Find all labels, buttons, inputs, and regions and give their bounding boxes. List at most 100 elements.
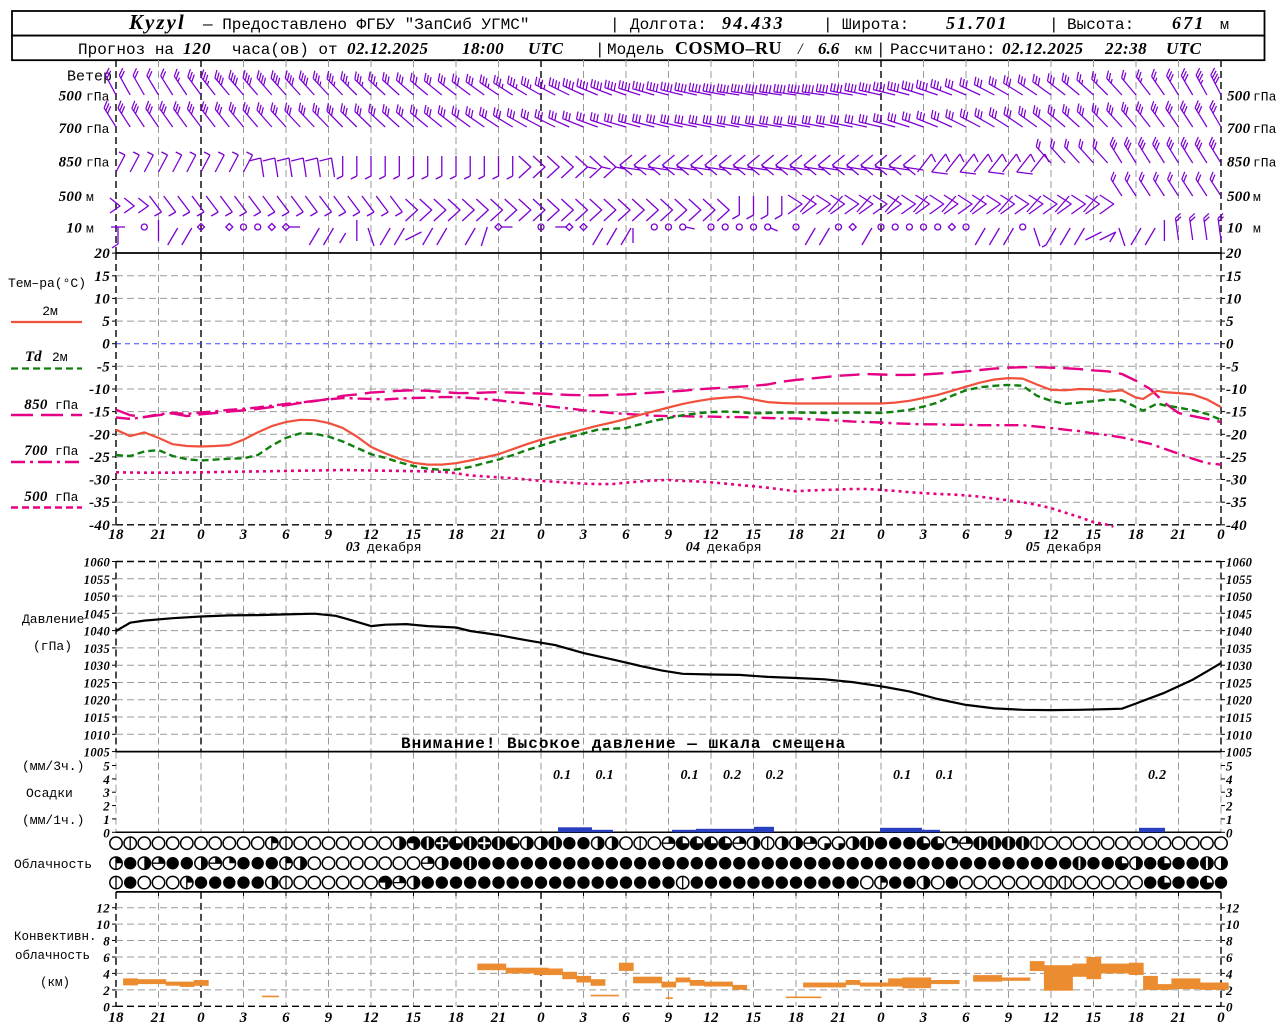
svg-text:500: 500 [59,89,83,105]
svg-text:21: 21 [150,527,167,543]
svg-text:0: 0 [537,1010,545,1024]
svg-text:гПа: гПа [86,122,110,137]
svg-text:— Предоставлено ФГБУ "ЗапСиб У: — Предоставлено ФГБУ "ЗапСиб УГМС" [202,16,529,34]
svg-text:5: 5 [1226,759,1233,774]
svg-text:18: 18 [448,1010,464,1024]
svg-text:9: 9 [325,1010,333,1024]
svg-text:1040: 1040 [84,625,111,639]
svg-text:1025: 1025 [1226,677,1252,691]
svg-text:0.1: 0.1 [595,768,613,783]
svg-text:1060: 1060 [1226,556,1253,570]
svg-text:15: 15 [406,1010,422,1024]
svg-text:0: 0 [877,1010,885,1024]
svg-text:1025: 1025 [84,677,110,691]
svg-text:21: 21 [490,527,507,543]
svg-text:0: 0 [1217,527,1225,543]
svg-text:8: 8 [1226,934,1233,949]
svg-text:Kyzyl: Kyzyl [128,10,186,34]
svg-text:10: 10 [96,917,110,932]
svg-text:гПа: гПа [86,90,110,105]
svg-text:6: 6 [282,527,290,543]
svg-text:8: 8 [103,934,110,949]
svg-text:15: 15 [94,269,110,285]
svg-text:6: 6 [282,1010,290,1024]
svg-text:3: 3 [579,527,588,543]
svg-text:-35: -35 [89,495,110,511]
svg-text:18: 18 [448,527,464,543]
svg-text:700: 700 [24,443,48,459]
svg-text:-10: -10 [1226,382,1247,398]
svg-text:10: 10 [66,221,82,237]
svg-text:0: 0 [103,825,110,840]
svg-text:декабря: декабря [707,540,762,555]
svg-text:850: 850 [24,397,48,413]
svg-text:850: 850 [59,155,83,171]
svg-text:гПа: гПа [1253,122,1277,137]
svg-text:Прогноз на: Прогноз на [78,41,174,59]
svg-text:2: 2 [102,799,110,814]
svg-text:1005: 1005 [84,746,110,760]
svg-text:1050: 1050 [84,590,111,604]
svg-text:9: 9 [665,1010,673,1024]
svg-text:05: 05 [1026,540,1041,555]
svg-text:15: 15 [406,527,422,543]
svg-text:21: 21 [150,1010,167,1024]
svg-text:12: 12 [703,527,719,543]
svg-text:гПа: гПа [1253,156,1277,171]
svg-text:12: 12 [363,527,379,543]
svg-text:Рассчитано:: Рассчитано: [890,41,996,59]
svg-text:0: 0 [537,527,545,543]
svg-text:Осадки: Осадки [26,786,73,801]
svg-text:Облачность: Облачность [14,857,92,872]
svg-text:Внимание! Высокое давление — ш: Внимание! Высокое давление — шкала смеще… [401,735,846,753]
svg-text:UTC: UTC [528,39,564,58]
svg-text:Тем–ра(°C): Тем–ра(°C) [8,276,86,291]
svg-text:3: 3 [239,1010,248,1024]
svg-text:700: 700 [59,121,83,137]
svg-text:0.2: 0.2 [765,768,783,783]
svg-text:Модель: Модель [607,41,665,59]
svg-text:4: 4 [102,772,110,787]
svg-text:21: 21 [830,1010,847,1024]
svg-text:гПа: гПа [1253,90,1277,105]
svg-text:6: 6 [103,950,110,965]
svg-text:1035: 1035 [1226,642,1252,656]
svg-text:/: / [797,41,804,58]
svg-text:1040: 1040 [1226,625,1253,639]
svg-text:-10: -10 [89,382,110,398]
svg-text:км: км [854,42,872,59]
svg-text:12: 12 [703,1010,719,1024]
svg-text:2м: 2м [52,350,68,365]
svg-text:15: 15 [1226,269,1242,285]
svg-text:гПа: гПа [86,156,110,171]
svg-text:21: 21 [830,527,847,543]
svg-text:18: 18 [108,527,124,543]
svg-text:0: 0 [877,527,885,543]
svg-text:Ветер: Ветер [67,69,112,86]
svg-text:500: 500 [24,489,48,505]
svg-text:9: 9 [1005,1010,1013,1024]
svg-text:51.701: 51.701 [946,13,1009,33]
svg-text:м: м [1253,190,1261,205]
svg-text:4: 4 [1225,966,1233,981]
svg-text:1: 1 [1226,812,1233,827]
svg-text:1045: 1045 [84,607,110,621]
svg-text:1055: 1055 [84,573,110,587]
svg-text:9: 9 [1005,527,1013,543]
svg-text:0: 0 [197,527,205,543]
svg-text:0.1: 0.1 [680,768,698,783]
svg-text:1030: 1030 [84,659,111,673]
svg-text:|: | [1049,16,1059,34]
svg-text:декабря: декабря [1047,540,1102,555]
svg-text:1020: 1020 [1226,694,1253,708]
svg-text:-25: -25 [89,450,110,466]
svg-text:0: 0 [1217,1010,1225,1024]
svg-text:21: 21 [1170,1010,1187,1024]
svg-text:10: 10 [1226,291,1242,307]
svg-text:Широта:: Широта: [842,16,909,34]
svg-text:2: 2 [1225,799,1233,814]
svg-text:3: 3 [102,785,110,800]
svg-text:700: 700 [1227,121,1251,137]
svg-text:|: | [876,41,886,59]
svg-text:0.1: 0.1 [935,768,953,783]
